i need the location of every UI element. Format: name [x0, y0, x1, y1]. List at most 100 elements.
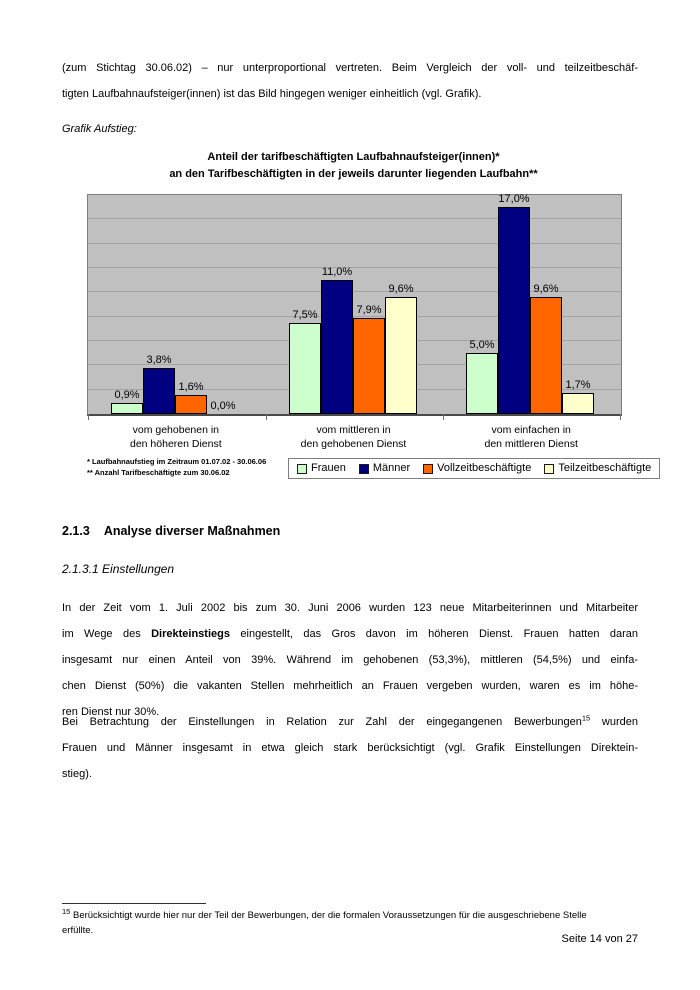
gridline	[88, 291, 621, 293]
text-line: * Laufbahnaufstieg im Zeitraum 01.07.02 …	[87, 456, 266, 467]
grafik-aufstieg-label: Grafik Aufstieg:	[62, 123, 137, 135]
bar-value-label: 17,0%	[498, 193, 530, 205]
text-segment: eingestellt, das Gros davon im höheren D…	[229, 628, 638, 640]
section-title: Analyse diverser Maßnahmen	[103, 524, 281, 538]
legend-item: Männer	[358, 462, 411, 475]
gridline	[88, 315, 621, 317]
text-line: insgesamt nur einen Anteil von 39%. Währ…	[62, 647, 638, 673]
text-line: vom einfachen in	[491, 424, 571, 436]
bar-teilzeitbeschäftigte	[562, 393, 594, 414]
axis-tick	[443, 414, 444, 420]
bar-value-label: 1,6%	[178, 381, 204, 393]
text-line: vom gehobenen in	[132, 424, 220, 436]
chart-title: Anteil der tarifbeschäftigten Laufbahnau…	[87, 149, 620, 183]
text-segment: insgesamt nur einen Anteil von 39%. Währ…	[62, 654, 638, 666]
text-segment: an den Tarifbeschäftigten in der jeweils…	[169, 168, 538, 180]
text-line: erfüllte.	[62, 923, 638, 938]
section-heading: 2.1.3 Analyse diverser Maßnahmen	[62, 523, 638, 539]
bar-value-label: 9,6%	[533, 283, 559, 295]
bar-teilzeitbeschäftigte	[385, 297, 417, 414]
legend-item: Frauen	[297, 462, 346, 475]
paragraph-bewerbungen: Bei Betrachtung der Einstellungen in Rel…	[62, 709, 638, 787]
text-line: In der Zeit vom 1. Juli 2002 bis zum 30.…	[62, 595, 638, 621]
bar-value-label: 7,9%	[356, 304, 382, 316]
legend-swatch	[544, 463, 555, 474]
bar-value-label: 3,8%	[146, 354, 172, 366]
axis-tick	[620, 414, 621, 420]
category-label: vom gehobenen in den höheren Dienst	[87, 423, 265, 451]
legend-label: Frauen	[311, 462, 346, 474]
paragraph-direkteinstieg: In der Zeit vom 1. Juli 2002 bis zum 30.…	[62, 595, 638, 725]
text-line: den mittleren Dienst	[484, 438, 578, 450]
text-line: stieg).	[62, 761, 638, 787]
chart-plot-area: 0,9% 7,5% 5,0% 3,8% 11,0% 17,0% 1,6% 7,9% 9,6% 0,…	[87, 193, 622, 420]
subsection-heading: 2.1.3.1 Einstellungen	[62, 562, 175, 576]
text-segment: erfüllte.	[62, 925, 94, 936]
chart-legend: Frauen Männer Vollzeitbeschäftigte Teilzeit…	[288, 458, 661, 479]
axis-tick	[266, 414, 267, 420]
text-line: an den Tarifbeschäftigten in der jeweils…	[87, 166, 620, 183]
bar-frauen	[111, 403, 143, 414]
bar-frauen	[466, 353, 498, 414]
bar-vollzeitbeschäftigte	[353, 318, 385, 414]
text-line: chen Dienst (50%) die vakanten Stellen m…	[62, 673, 638, 699]
text-segment: chen Dienst (50%) die vakanten Stellen m…	[62, 680, 638, 692]
gridline	[88, 242, 621, 244]
text-line: Frauen und Männer insgesamt in etwa glei…	[62, 735, 638, 761]
text-line: Anteil der tarifbeschäftigten Laufbahnau…	[87, 149, 620, 166]
gridline	[88, 267, 621, 268]
bar-value-label: 0,0%	[210, 400, 236, 412]
text-segment: ren Dienst nur 30%.	[62, 706, 160, 718]
legend-item: Vollzeitbeschäftigte	[423, 462, 531, 475]
bar-value-label: 11,0%	[321, 266, 353, 278]
bar-value-label: 7,5%	[292, 309, 318, 321]
text-segment: tigten Laufbahnaufsteiger(innen) ist das…	[62, 88, 482, 100]
gridline	[88, 218, 621, 220]
text-line: im Wege des Direkteinstiegs eingestellt,…	[62, 621, 638, 647]
legend-swatch	[358, 463, 369, 474]
text-segment: ** Anzahl Tarifbeschäftigte zum 30.06.02	[87, 468, 230, 477]
text-segment: Berücksichtigt wurde hier nur der Teil d…	[70, 910, 587, 921]
text-line: ** Anzahl Tarifbeschäftigte zum 30.06.02	[87, 467, 266, 478]
chart-category-axis: vom gehobenen in den höheren Dienst vom mi…	[87, 423, 620, 451]
text-line: den höheren Dienst	[130, 438, 222, 450]
footnote-separator	[62, 903, 206, 904]
legend-swatch	[423, 463, 434, 474]
legend-label: Teilzeitbeschäftigte	[558, 462, 652, 474]
text-segment: (zum Stichtag 30.06.02) – nur unterpropo…	[62, 62, 638, 74]
bar-value-label: 5,0%	[469, 339, 495, 351]
text-line: tigten Laufbahnaufsteiger(innen) ist das…	[62, 81, 638, 107]
text-line: ren Dienst nur 30%.	[62, 699, 638, 725]
bar-männer	[321, 280, 353, 414]
text-segment: In der Zeit vom 1. Juli 2002 bis zum 30.…	[62, 602, 638, 614]
category-label: vom einfachen in den mittleren Dienst	[442, 423, 620, 451]
text-line: Bei Betrachtung der Einstellungen in Rel…	[62, 709, 638, 735]
text-segment: * Laufbahnaufstieg im Zeitraum 01.07.02 …	[87, 457, 267, 466]
legend-label: Männer	[372, 462, 411, 474]
bar-value-label: 0,9%	[114, 389, 140, 401]
section-number: 2.1.3	[62, 524, 90, 538]
bar-männer	[143, 368, 175, 414]
footnote-ref: 15	[581, 713, 591, 723]
text-segment: stieg).	[62, 768, 92, 780]
bar-frauen	[289, 323, 321, 414]
chart-footnotes: * Laufbahnaufstieg im Zeitraum 01.07.02 …	[87, 456, 266, 478]
intro-paragraph: (zum Stichtag 30.06.02) – nur unterpropo…	[62, 55, 638, 107]
legend-label: Vollzeitbeschäftigte	[437, 462, 532, 474]
text-line: (zum Stichtag 30.06.02) – nur unterpropo…	[62, 55, 638, 81]
text-segment: Anteil der tarifbeschäftigten Laufbahnau…	[207, 151, 500, 163]
axis-tick	[88, 414, 89, 420]
bar-vollzeitbeschäftigte	[175, 395, 207, 414]
bar-value-label: 1,7%	[565, 379, 591, 391]
category-label: vom mittleren in den gehobenen Dienst	[265, 423, 443, 451]
text-segment: im Wege des	[62, 628, 152, 640]
bar-vollzeitbeschäftigte	[530, 297, 562, 414]
text-segment: Bei Betrachtung der Einstellungen in Rel…	[62, 716, 582, 728]
legend-swatch	[297, 463, 307, 474]
text-segment: Direkteinstiegs	[151, 628, 230, 640]
text-segment: wurden	[590, 716, 638, 728]
bar-value-label: 9,6%	[388, 283, 414, 295]
footnote-ref: 15	[62, 906, 71, 916]
text-segment: Frauen und Männer insgesamt in etwa glei…	[62, 742, 638, 754]
